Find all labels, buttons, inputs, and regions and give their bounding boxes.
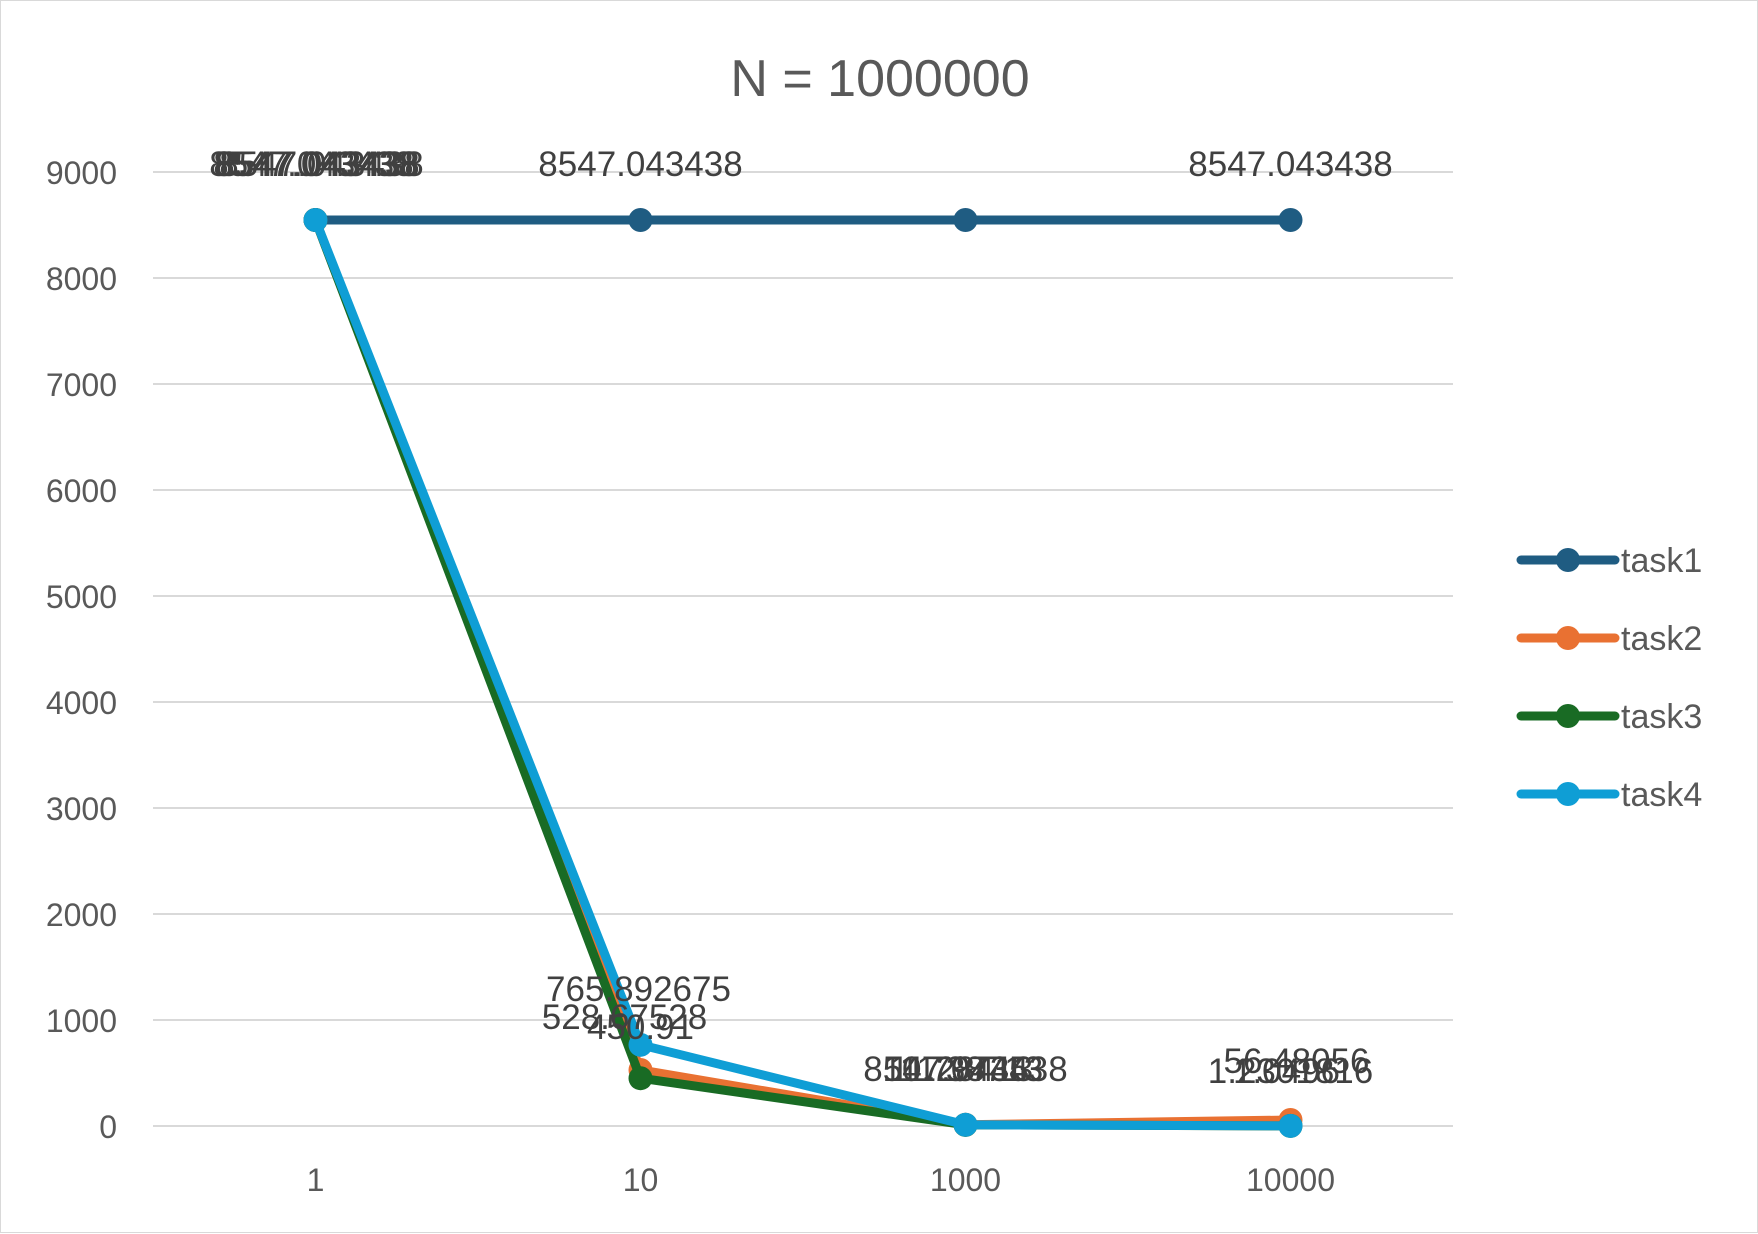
y-tick-label: 8000 — [46, 261, 117, 297]
data-label-task1: 8547.043438 — [213, 145, 417, 184]
data-point-task1 — [1278, 208, 1303, 233]
series-line-task2 — [311, 215, 1295, 1130]
legend-marker-task1 — [1556, 548, 1580, 572]
data-label-task4: 1.2301816 — [1208, 1052, 1373, 1091]
data-label-task4: 765.892675 — [546, 970, 731, 1009]
data-point-task4 — [628, 1032, 653, 1057]
series-line-task4 — [311, 215, 1295, 1131]
series-line-task3 — [311, 215, 1295, 1131]
x-axis-ticks: 1 10 1000 10000 — [307, 1162, 1335, 1198]
x-tick-label: 10000 — [1246, 1162, 1335, 1198]
y-tick-label: 5000 — [46, 579, 117, 615]
data-point-task1 — [628, 208, 653, 233]
data-label-task4: 8547.043438 — [219, 145, 423, 184]
data-label-task2: 56.48056 — [1224, 1042, 1370, 1081]
y-axis-ticks: 0 1000 2000 3000 4000 5000 6000 7000 8000 9000 — [46, 155, 117, 1145]
y-tick-label: 9000 — [46, 155, 117, 191]
legend-marker-task2 — [1556, 626, 1580, 650]
y-tick-label: 6000 — [46, 473, 117, 509]
y-tick-label: 0 — [99, 1109, 117, 1145]
y-tick-label: 2000 — [46, 897, 117, 933]
chart-title: N = 1000000 — [730, 50, 1029, 108]
gridlines — [153, 171, 1453, 1127]
y-tick-label: 1000 — [46, 1003, 117, 1039]
data-label-task4: 11.38713 — [900, 1050, 1043, 1089]
y-tick-label: 4000 — [46, 685, 117, 721]
data-label-task1: 8547.043438 — [538, 145, 742, 184]
x-tick-label: 10 — [623, 1162, 659, 1198]
data-label-task2: 528.67528 — [542, 998, 707, 1037]
legend-label-task3: task3 — [1621, 698, 1702, 736]
legend-label-task1: task1 — [1621, 542, 1702, 580]
legend-marker-task4 — [1556, 782, 1580, 806]
legend: task1 task2 task3 task4 — [1516, 542, 1702, 814]
data-label-task2: 8547.043438 — [215, 145, 419, 184]
data-label-task3: 10.79745 — [883, 1050, 1029, 1089]
series-lines — [303, 208, 1303, 1138]
data-point-task3 — [628, 1066, 653, 1091]
y-tick-label: 3000 — [46, 791, 117, 827]
data-label-task1: 8547.043438 — [1188, 145, 1392, 184]
data-point-task4 — [303, 208, 328, 233]
x-tick-label: 1000 — [930, 1162, 1001, 1198]
data-point-task4 — [1278, 1113, 1303, 1138]
legend-label-task2: task2 — [1621, 620, 1702, 658]
x-tick-label: 1 — [307, 1162, 325, 1198]
data-label-task3: 1.0496 — [1233, 1052, 1340, 1091]
data-labels: 8547.043438 8547.0434388547.0434388547.04… — [209, 145, 1392, 1091]
data-point-task1 — [953, 208, 978, 233]
data-point-task4 — [953, 1112, 978, 1137]
y-tick-label: 7000 — [46, 367, 117, 403]
data-label-task2: 11.28413 — [890, 1050, 1033, 1089]
data-label-task1: 8547.043438 — [863, 1050, 1067, 1089]
data-label-task3: 8547.043438 — [209, 145, 413, 184]
legend-marker-task3 — [1556, 704, 1580, 728]
legend-label-task4: task4 — [1621, 776, 1702, 814]
data-label-task3: 450.91 — [587, 1008, 694, 1047]
